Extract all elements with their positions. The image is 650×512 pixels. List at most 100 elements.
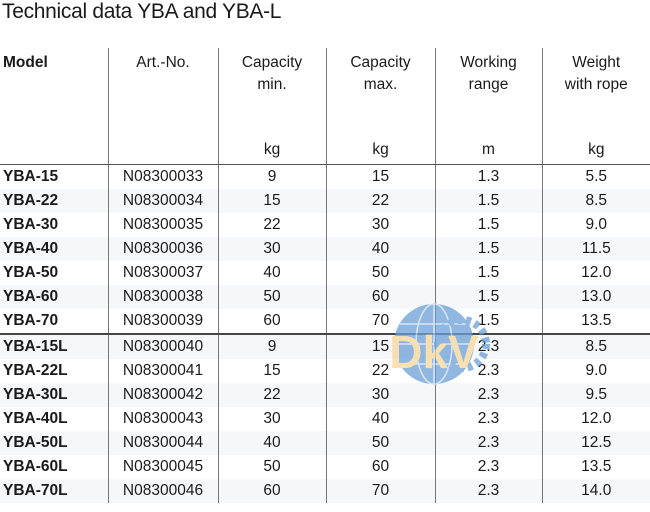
cell-weight-with-rope: 5.5 xyxy=(541,164,650,189)
cell-capacity-max: 60 xyxy=(325,285,435,309)
table-row: YBA-70 N08300039 60 70 1.5 13.5 xyxy=(0,309,650,334)
column-header-art-no: Art.-No. xyxy=(107,48,218,165)
cell-weight-with-rope: 12.0 xyxy=(541,261,650,285)
cell-art-no: N08300045 xyxy=(107,455,218,479)
table-row: YBA-60L N08300045 50 60 2.3 13.5 xyxy=(0,455,650,479)
cell-model: YBA-40L xyxy=(3,410,68,427)
cell-weight-with-rope: 12.5 xyxy=(541,431,650,455)
cell-capacity-min: 9 xyxy=(217,164,326,189)
cell-working-range: 1.5 xyxy=(434,237,542,261)
table-row: YBA-30 N08300035 22 30 1.5 9.0 xyxy=(0,213,650,237)
cell-capacity-min: 30 xyxy=(217,237,326,261)
cell-weight-with-rope: 13.0 xyxy=(541,285,650,309)
cell-capacity-min: 50 xyxy=(217,285,326,309)
cell-capacity-min: 15 xyxy=(217,359,326,383)
cell-art-no: N08300037 xyxy=(107,261,218,285)
cell-working-range: 2.3 xyxy=(434,455,542,479)
cell-model: YBA-50 xyxy=(3,264,59,281)
page-title: Technical data YBA and YBA-L xyxy=(2,0,282,23)
cell-model: YBA-15 xyxy=(3,168,59,185)
table-row: YBA-30L N08300042 22 30 2.3 9.5 xyxy=(0,383,650,407)
column-unit: kg xyxy=(588,141,605,158)
cell-capacity-max: 60 xyxy=(325,455,435,479)
column-header-working-range: Working range m xyxy=(434,48,542,165)
column-unit: kg xyxy=(372,141,389,158)
cell-capacity-max: 30 xyxy=(325,383,435,407)
column-label: Model xyxy=(3,54,48,71)
cell-capacity-max: 22 xyxy=(325,359,435,383)
column-label: Art.-No. xyxy=(136,54,190,71)
table-row: YBA-40 N08300036 30 40 1.5 11.5 xyxy=(0,237,650,261)
cell-working-range: 1.5 xyxy=(434,213,542,237)
column-unit: m xyxy=(482,141,495,158)
cell-art-no: N08300038 xyxy=(107,285,218,309)
table-row: YBA-70L N08300046 60 70 2.3 14.0 xyxy=(0,479,650,503)
cell-art-no: N08300033 xyxy=(107,164,218,189)
table-row: YBA-60 N08300038 50 60 1.5 13.0 xyxy=(0,285,650,309)
cell-art-no: N08300042 xyxy=(107,383,218,407)
cell-weight-with-rope: 11.5 xyxy=(541,237,650,261)
cell-capacity-max: 30 xyxy=(325,213,435,237)
cell-working-range: 2.3 xyxy=(434,359,542,383)
column-label: Working range xyxy=(460,54,517,93)
cell-art-no: N08300041 xyxy=(107,359,218,383)
cell-model: YBA-50L xyxy=(0,431,108,455)
table-row: YBA-22L N08300041 15 22 2.3 9.0 xyxy=(0,359,650,383)
cell-weight-with-rope: 8.5 xyxy=(541,189,650,213)
cell-art-no: N08300034 xyxy=(107,189,218,213)
cell-model: YBA-22 xyxy=(0,189,108,213)
column-label: Capacity max. xyxy=(350,54,411,93)
cell-capacity-min: 60 xyxy=(217,479,326,503)
cell-art-no: N08300035 xyxy=(107,213,218,237)
cell-model: YBA-30 xyxy=(3,216,59,233)
cell-model: YBA-30L xyxy=(0,383,108,407)
cell-model: YBA-60 xyxy=(0,285,108,309)
cell-working-range: 1.5 xyxy=(434,285,542,309)
table-row: YBA-50 N08300037 40 50 1.5 12.0 xyxy=(0,261,650,285)
cell-working-range: 2.3 xyxy=(434,383,542,407)
cell-art-no: N08300043 xyxy=(107,407,218,431)
cell-art-no: N08300040 xyxy=(107,333,218,359)
cell-capacity-max: 15 xyxy=(325,164,435,189)
column-header-weight-with-rope: Weight with rope kg xyxy=(541,48,650,165)
column-label: Weight with rope xyxy=(564,54,628,93)
cell-capacity-min: 60 xyxy=(217,309,326,334)
cell-working-range: 2.3 xyxy=(434,333,542,359)
cell-model: YBA-70L xyxy=(0,479,108,503)
table-row: YBA-50L N08300044 40 50 2.3 12.5 xyxy=(0,431,650,455)
column-header-capacity-min: Capacity min. kg xyxy=(217,48,326,165)
cell-weight-with-rope: 9.0 xyxy=(541,359,650,383)
column-unit: kg xyxy=(263,141,281,158)
column-label: Capacity min. xyxy=(241,54,303,93)
table-row: YBA-22 N08300034 15 22 1.5 8.5 xyxy=(0,189,650,213)
cell-weight-with-rope: 13.5 xyxy=(541,309,650,334)
table-row: YBA-40L N08300043 30 40 2.3 12.0 xyxy=(0,407,650,431)
column-header-model: Model xyxy=(0,48,108,165)
cell-weight-with-rope: 14.0 xyxy=(541,479,650,503)
cell-weight-with-rope: 9.5 xyxy=(541,383,650,407)
cell-capacity-max: 70 xyxy=(325,309,435,334)
cell-model: YBA-40 xyxy=(0,237,108,261)
cell-capacity-min: 22 xyxy=(217,213,326,237)
cell-capacity-max: 15 xyxy=(325,333,435,359)
cell-capacity-max: 50 xyxy=(325,431,435,455)
cell-capacity-max: 50 xyxy=(325,261,435,285)
cell-weight-with-rope: 8.5 xyxy=(541,333,650,359)
cell-capacity-min: 40 xyxy=(217,261,326,285)
cell-capacity-max: 40 xyxy=(325,407,435,431)
cell-capacity-min: 22 xyxy=(217,383,326,407)
cell-capacity-min: 40 xyxy=(217,431,326,455)
cell-working-range: 1.5 xyxy=(434,261,542,285)
cell-working-range: 2.3 xyxy=(434,431,542,455)
cell-weight-with-rope: 13.5 xyxy=(541,455,650,479)
cell-working-range: 2.3 xyxy=(434,479,542,503)
cell-model: YBA-70 xyxy=(3,312,59,329)
cell-capacity-min: 30 xyxy=(217,407,326,431)
cell-capacity-max: 40 xyxy=(325,237,435,261)
cell-art-no: N08300044 xyxy=(107,431,218,455)
technical-data-table: Model Art.-No. Capacity min. kg Capacity max… xyxy=(0,48,650,503)
cell-capacity-min: 15 xyxy=(217,189,326,213)
cell-capacity-max: 22 xyxy=(325,189,435,213)
cell-working-range: 2.3 xyxy=(434,407,542,431)
cell-weight-with-rope: 9.0 xyxy=(541,213,650,237)
